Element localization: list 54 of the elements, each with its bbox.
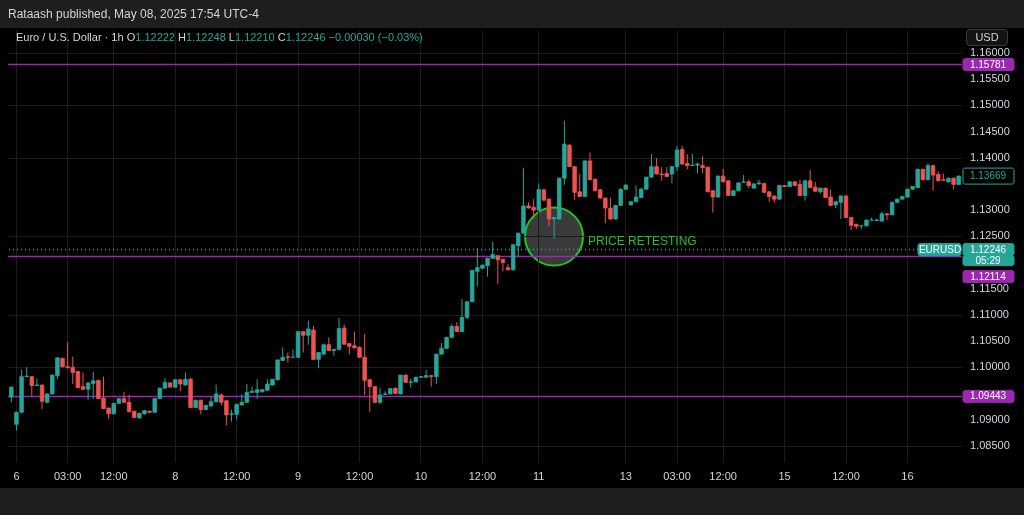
candlestick [715, 175, 721, 199]
x-tick-label: 12:00 [345, 469, 374, 482]
candlestick [29, 375, 34, 397]
y-tick-label: 1.14500 [970, 124, 1010, 137]
x-tick-label: 12:00 [99, 469, 128, 482]
candlestick [423, 369, 429, 379]
y-tick-label: 1.14000 [970, 150, 1010, 163]
x-tick-label: 8 [172, 469, 179, 482]
text: Rataash published, May 08, 2025 17:54 UTC-4 [0, 0, 1024, 28]
x-tick-label: 13 [619, 469, 632, 482]
x-tick-label: 12:00 [222, 469, 251, 482]
chart-title: Euro / U.S. Dollar · 1h [16, 31, 124, 43]
x-tick-label: 6 [13, 469, 20, 482]
y-tick-label: 1.10500 [970, 334, 1010, 347]
y-tick-label: 1.16000 [970, 46, 1010, 59]
ref-line-label: 1.12246 [969, 243, 1007, 255]
y-tick-label: 1.11500 [970, 281, 1009, 294]
candlestick [285, 352, 291, 364]
y-tick-label: 1.10000 [970, 360, 1010, 373]
y-tick-label: 1.15500 [970, 72, 1010, 85]
candlestick [505, 263, 511, 271]
x-tick-label: 15 [778, 469, 791, 482]
candlestick [306, 320, 311, 346]
x-tick-label: 12:00 [832, 469, 860, 482]
x-tick-label: 16 [901, 469, 914, 482]
x-tick-label: 12:00 [468, 469, 497, 482]
ref-line-label: 1.15781 [969, 58, 1007, 70]
text: 1.13669 [969, 170, 1007, 182]
y-tick-label: 1.09000 [970, 412, 1010, 425]
y-tick-label: 1.15000 [970, 98, 1010, 111]
y-tick-label: 1.13000 [970, 203, 1010, 216]
annotation: EURUSD [918, 243, 962, 255]
candlestick [536, 182, 541, 212]
candlestick [398, 374, 403, 395]
x-tick-label: 03:00 [663, 469, 691, 482]
y-tick-label: 1.08500 [970, 438, 1010, 451]
candlestick [802, 179, 808, 202]
x-tick-label: 12:00 [709, 469, 737, 482]
x-tick-label: 11 [533, 469, 545, 482]
candlestick [884, 212, 890, 221]
candlestick [39, 384, 45, 410]
ref-line-label: 1.09443 [969, 390, 1007, 402]
candlestick [34, 377, 40, 387]
text: USD [966, 29, 1008, 46]
text: 05:29 [975, 254, 1001, 266]
x-tick-label: 9 [295, 469, 302, 482]
ref-line-label: 1.12114 [970, 270, 1007, 282]
x-tick-label: 03:00 [53, 469, 82, 482]
y-tick-label: 1.11000 [970, 307, 1009, 320]
y-tick-label: 1.12500 [970, 229, 1010, 242]
annotation: PRICE RETESTING [588, 233, 697, 248]
x-tick-label: 10 [414, 469, 428, 482]
candlestick [301, 330, 306, 354]
chart-subtitle: O1.12222 H1.12248 L1.12210 C1.12246 −0.00030 (−0.03%) [126, 31, 423, 43]
